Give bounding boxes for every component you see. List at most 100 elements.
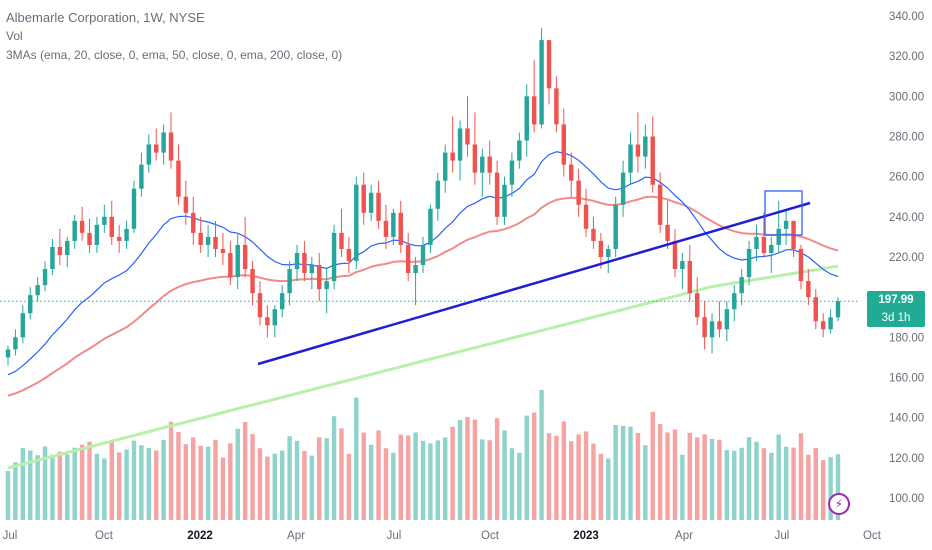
candle — [465, 96, 470, 157]
candle — [628, 132, 633, 185]
candle — [161, 124, 166, 165]
candle — [724, 301, 730, 342]
candle — [220, 232, 226, 266]
candle — [709, 313, 715, 354]
volume-bar — [657, 424, 663, 520]
candle — [65, 236, 70, 268]
price-tick-label: 160.00 — [889, 373, 924, 385]
volume-bar — [665, 432, 670, 520]
candle — [20, 305, 26, 344]
candle — [754, 224, 759, 262]
candle — [509, 152, 515, 197]
volume-bar — [42, 446, 48, 520]
volume-bar — [724, 450, 730, 520]
candle — [242, 216, 248, 278]
candle — [5, 345, 11, 366]
volume-bar — [450, 426, 455, 520]
volume-bar — [435, 440, 441, 520]
trend-line-drawing[interactable] — [257, 201, 811, 366]
rectangle-drawing[interactable] — [764, 190, 803, 236]
volume-bar — [228, 443, 233, 520]
volume-bar — [606, 458, 611, 520]
candle — [139, 152, 144, 197]
time-tick-label: Oct — [95, 530, 114, 542]
volume-bar — [754, 441, 759, 520]
volume-bar — [65, 454, 70, 520]
volume-bar — [94, 453, 100, 520]
volume-bar — [769, 452, 774, 520]
price-tick-label: 120.00 — [889, 453, 924, 465]
candle — [517, 132, 522, 169]
volume-bar — [383, 448, 389, 520]
candle — [665, 200, 670, 249]
candle — [606, 244, 611, 274]
candle — [339, 208, 344, 257]
volume-bar — [576, 434, 581, 520]
candle — [450, 116, 455, 173]
legend-volume[interactable]: Vol — [6, 29, 23, 43]
candle — [420, 236, 426, 274]
candle — [783, 208, 789, 245]
volume-bars — [5, 390, 841, 520]
candle — [487, 140, 492, 185]
candle — [798, 244, 804, 290]
legend-moving-averages[interactable]: 3MAs (ema, 20, close, 0, ema, 50, close,… — [6, 48, 343, 62]
volume-bar — [324, 438, 329, 520]
volume-bar — [620, 425, 626, 520]
candle — [576, 168, 581, 217]
volume-bar — [746, 437, 752, 520]
candle — [72, 214, 77, 249]
volume-bar — [465, 417, 470, 520]
volume-bar — [828, 457, 833, 520]
candle — [228, 240, 233, 286]
price-tick-label: 280.00 — [889, 132, 924, 144]
volume-bar — [783, 446, 789, 520]
volume-bar — [702, 434, 707, 520]
volume-bar — [635, 433, 641, 520]
volume-bar — [317, 437, 322, 520]
price-axis[interactable]: 340.00 320.00 300.00 280.00 260.00 240.00 220.… — [889, 11, 924, 505]
candle — [835, 297, 841, 322]
time-tick-label: Jul — [3, 530, 18, 542]
volume-bar — [220, 457, 226, 520]
candle — [472, 112, 478, 185]
candle — [806, 269, 811, 306]
candles — [5, 28, 841, 366]
volume-bar — [806, 454, 811, 520]
volume-bar — [287, 436, 292, 520]
candle — [13, 329, 18, 356]
volume-bar — [57, 451, 63, 520]
time-axis[interactable]: Jul Oct 2022 Apr Jul Oct 2023 Apr Jul Oct — [3, 530, 882, 542]
volume-bar — [294, 440, 300, 520]
volume-bar — [153, 450, 159, 520]
volume-bar — [672, 429, 678, 520]
candle — [146, 134, 152, 173]
volume-bar — [302, 451, 307, 520]
volume-bar — [546, 433, 552, 520]
lightning-icon[interactable]: ⚡ — [828, 493, 850, 515]
volume-bar — [116, 452, 122, 520]
candle — [87, 218, 92, 253]
time-tick-label: Oct — [481, 530, 500, 542]
candle — [235, 232, 240, 290]
candle — [287, 261, 292, 306]
price-tick-label: 260.00 — [889, 172, 924, 184]
volume-bar — [176, 432, 181, 520]
price-tick-label: 240.00 — [889, 212, 924, 224]
candle — [554, 76, 559, 133]
volume-bar — [650, 411, 655, 520]
candle — [294, 244, 300, 282]
candle — [324, 269, 329, 314]
volume-bar — [361, 432, 366, 520]
volume-bar — [457, 420, 463, 520]
candle — [198, 216, 203, 253]
volume-bar — [502, 430, 507, 520]
legend-title[interactable]: Albemarle Corporation, 1W, NYSE — [6, 10, 205, 25]
volume-bar — [109, 440, 114, 520]
candle — [250, 261, 255, 306]
volume-bar — [554, 435, 559, 520]
candle — [102, 204, 107, 233]
volume-bar — [250, 434, 255, 520]
candle — [650, 116, 655, 193]
